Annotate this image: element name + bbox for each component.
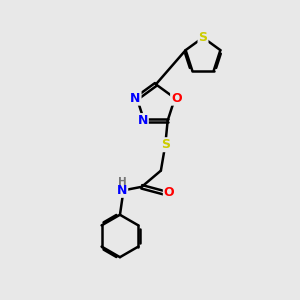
Text: O: O: [171, 92, 182, 105]
Text: N: N: [137, 114, 148, 127]
Text: N: N: [130, 92, 141, 105]
Text: S: S: [161, 138, 170, 151]
Text: N: N: [117, 184, 127, 197]
Text: S: S: [199, 31, 208, 44]
Text: H: H: [118, 177, 126, 187]
Text: O: O: [164, 186, 174, 199]
